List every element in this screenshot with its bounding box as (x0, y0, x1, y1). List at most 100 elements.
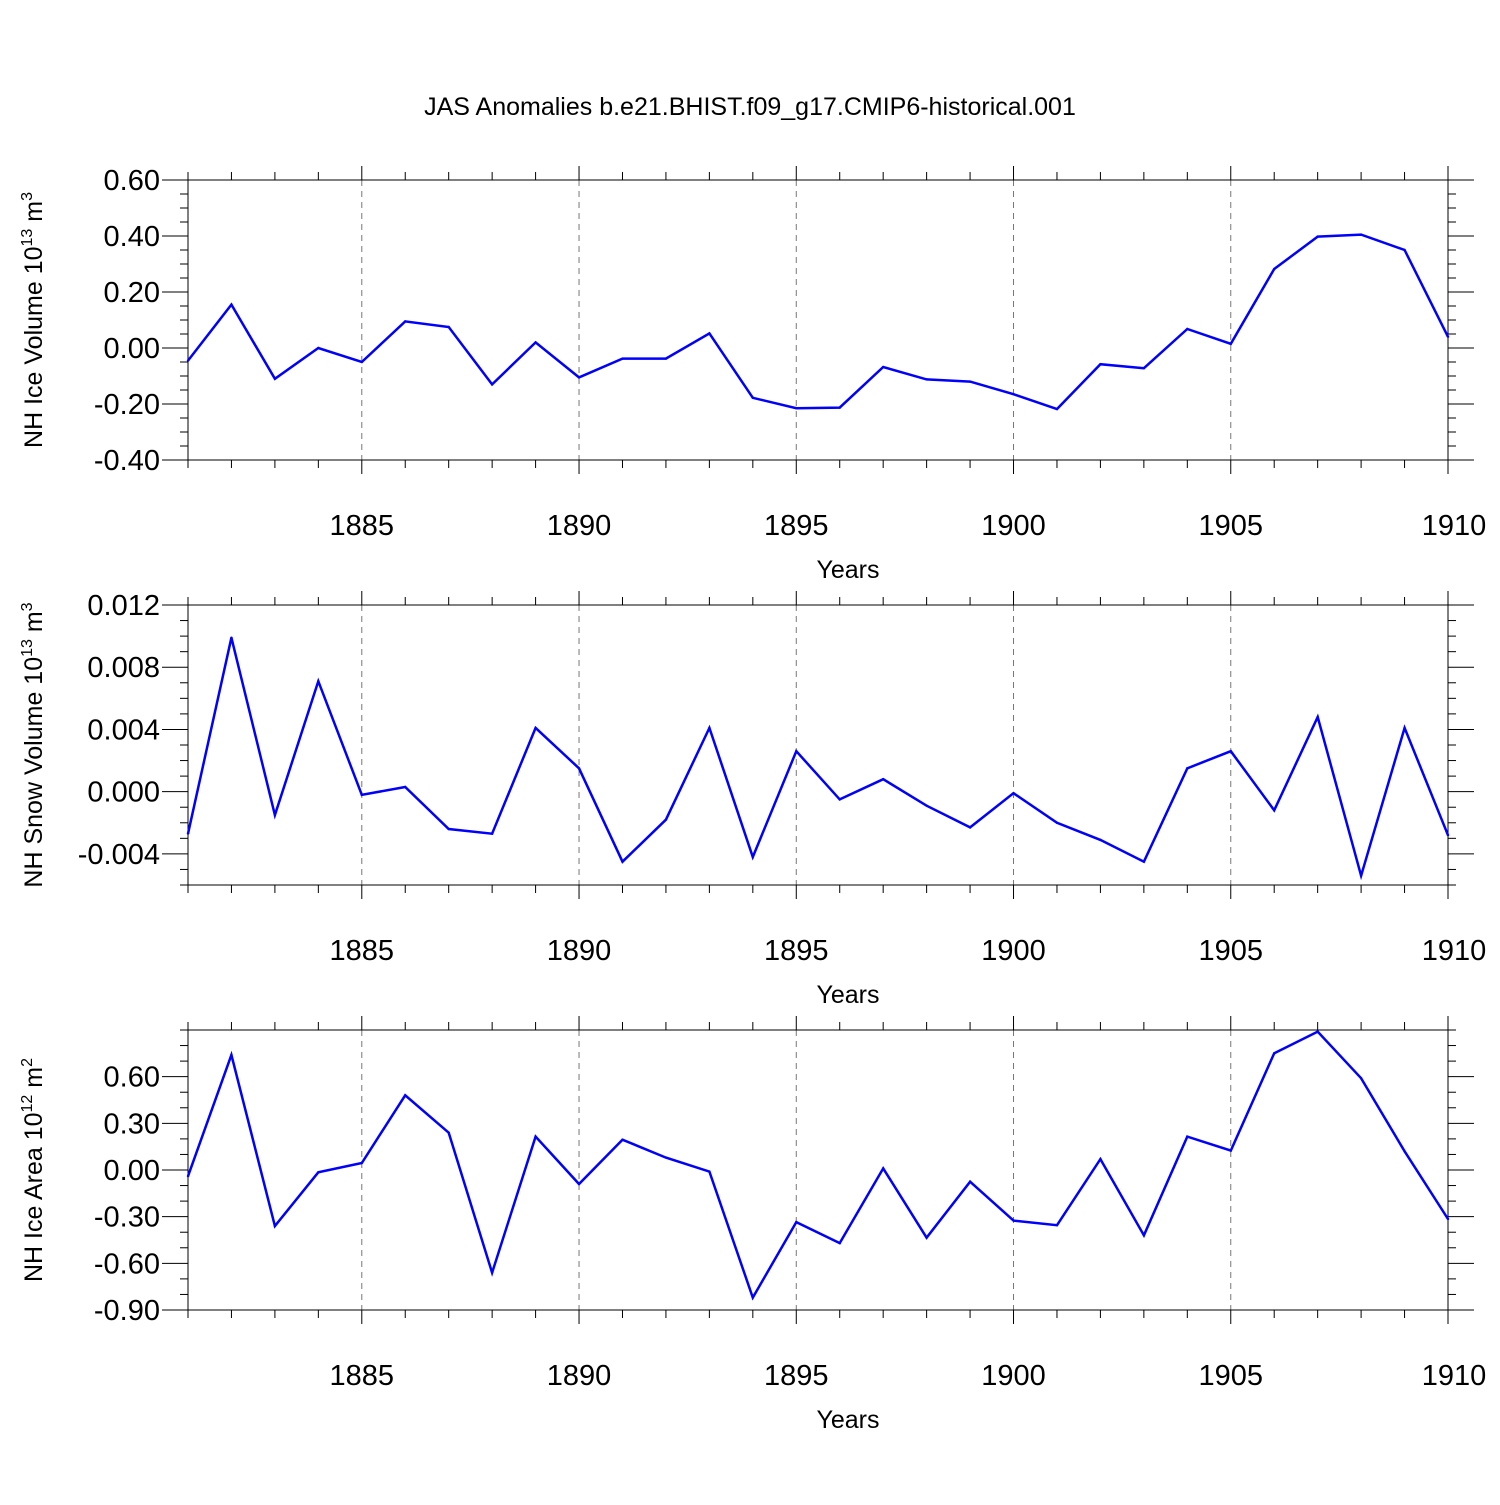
data-point (708, 1170, 711, 1173)
data-point (534, 726, 537, 730)
y-axis-label: NH Ice Area 1012 m2 (19, 1058, 48, 1282)
chart-panel-ice-volume: -0.40 -0.20 0.00 0.20 0.40 0.60 1885 1890 1895 19… (19, 165, 1486, 584)
data-point (1229, 342, 1232, 345)
data-point (1316, 235, 1319, 238)
data-point (1186, 767, 1189, 770)
data-point (795, 750, 798, 753)
data-point (838, 1241, 841, 1245)
x-tick-label: 1900 (981, 510, 1046, 542)
data-point (230, 636, 233, 639)
y-axis-label-superscript: 12 (19, 1095, 36, 1113)
data-point (1316, 715, 1319, 719)
x-axis-label: Years (816, 1406, 879, 1434)
y-axis-label-superscript: 13 (19, 639, 36, 657)
data-point (534, 341, 537, 344)
data-point (1142, 366, 1146, 370)
figure-title: JAS Anomalies b.e21.BHIST.f09_g17.CMIP6-… (424, 93, 1076, 121)
x-axis-label: Years (816, 981, 879, 1009)
data-point (968, 826, 972, 829)
data-point (490, 1271, 494, 1274)
data-point (621, 1138, 624, 1141)
data-point (1316, 1030, 1319, 1033)
data-point (317, 1171, 320, 1174)
data-point (795, 1220, 798, 1224)
series-line-snow-volume (186, 637, 1450, 881)
x-tick-label: 1890 (547, 510, 612, 542)
x-tick-label: 1890 (547, 935, 612, 967)
x-tick-label: 1910 (1422, 935, 1487, 967)
data-point (1359, 1077, 1363, 1080)
y-tick-label: 0.00 (104, 333, 160, 365)
data-point (664, 1156, 668, 1159)
data-point (881, 365, 885, 369)
data-point (577, 376, 581, 379)
y-tick-label: 0.60 (104, 1062, 160, 1094)
data-point (577, 1182, 581, 1186)
data-point (404, 1094, 407, 1097)
data-point (925, 378, 928, 381)
y-tick-label: 0.20 (104, 277, 160, 309)
series-line-ice-area (186, 1030, 1450, 1301)
y-tick-label: -0.40 (94, 445, 160, 477)
data-point (1403, 1150, 1406, 1153)
data-point (664, 818, 668, 821)
x-axis-label: Years (816, 556, 879, 584)
data-point (1186, 327, 1189, 331)
y-axis-label-part: m (20, 611, 48, 639)
data-point (1012, 393, 1015, 396)
data-point (186, 1175, 190, 1178)
data-point (621, 860, 624, 863)
data-point (1359, 233, 1363, 236)
y-tick-label: -0.60 (94, 1248, 160, 1280)
data-point (1012, 792, 1015, 795)
data-point (360, 793, 363, 796)
data-point (534, 1135, 537, 1138)
data-point (1186, 1135, 1189, 1138)
data-point (708, 332, 711, 335)
data-point (360, 1161, 363, 1165)
data-point (490, 383, 494, 386)
y-tick-label: -0.90 (94, 1295, 160, 1327)
data-point (751, 855, 755, 859)
x-tick-label: 1895 (764, 510, 829, 542)
y-tick-label: -0.004 (78, 839, 160, 871)
data-point (273, 1224, 277, 1228)
y-axis-label-superscript: 2 (19, 1058, 36, 1067)
data-point (1099, 1157, 1102, 1161)
data-point (1012, 1219, 1015, 1222)
series-line-ice-volume (187, 233, 1450, 411)
data-point (968, 1180, 972, 1183)
y-axis-label-superscript: 3 (19, 602, 36, 611)
chart-panel-snow-volume: -0.004 0.000 0.004 0.008 0.012 1885 1890 1895 19… (19, 590, 1486, 1009)
y-tick-label: -0.20 (94, 389, 160, 421)
data-point (317, 346, 320, 350)
data-point (1359, 874, 1363, 877)
x-tick-label: 1885 (330, 510, 395, 542)
x-tick-label: 1905 (1199, 1360, 1264, 1392)
x-tick-label: 1900 (981, 935, 1046, 967)
data-point (447, 325, 450, 329)
data-point (186, 832, 190, 835)
data-point (925, 804, 928, 807)
data-point (838, 406, 841, 409)
data-point (1055, 821, 1059, 824)
y-axis-label-part: NH Snow Volume 10 (20, 657, 48, 888)
x-tick-label: 1905 (1199, 510, 1264, 542)
data-point (1446, 1217, 1450, 1221)
data-point (447, 827, 450, 831)
y-tick-label: 0.00 (104, 1155, 160, 1187)
chart-panel-ice-area: -0.90 -0.60 -0.30 0.00 0.30 0.60 1885 1890 1895 1… (19, 1016, 1486, 1434)
data-point (1273, 1052, 1276, 1055)
x-tick-label: 1885 (330, 935, 395, 967)
x-tick-label: 1905 (1199, 935, 1264, 967)
y-tick-label: 0.008 (87, 652, 160, 684)
x-tick-label: 1890 (547, 1360, 612, 1392)
y-tick-label: 0.004 (87, 714, 160, 746)
data-point (577, 767, 581, 770)
y-axis-label-superscript: 3 (19, 192, 36, 201)
data-point (1446, 335, 1450, 338)
y-axis-label: NH Ice Volume 1013 m3 (19, 192, 48, 448)
data-point (404, 785, 407, 789)
data-point (881, 778, 885, 781)
